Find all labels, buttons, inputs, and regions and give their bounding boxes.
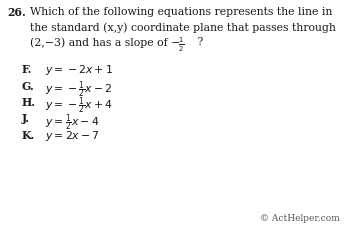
Text: $y = -\frac{1}{2}x + 4$: $y = -\frac{1}{2}x + 4$	[45, 96, 113, 117]
Text: (2,−3) and has a slope of −: (2,−3) and has a slope of −	[30, 37, 180, 48]
Text: Which of the following equations represents the line in: Which of the following equations represe…	[30, 7, 332, 17]
Text: J.: J.	[22, 113, 30, 125]
Text: $\frac{1}{2}$: $\frac{1}{2}$	[178, 36, 184, 54]
Text: $y = -2x + 1$: $y = -2x + 1$	[45, 63, 113, 77]
Text: $y = \frac{1}{2}x - 4$: $y = \frac{1}{2}x - 4$	[45, 112, 99, 134]
Text: F.: F.	[22, 64, 32, 75]
Text: © ActHelper.com: © ActHelper.com	[260, 214, 340, 223]
Text: the standard (x,y) coordinate plane that passes through: the standard (x,y) coordinate plane that…	[30, 22, 336, 33]
Text: K.: K.	[22, 130, 35, 141]
Text: G.: G.	[22, 80, 35, 91]
Text: $y = 2x - 7$: $y = 2x - 7$	[45, 129, 100, 143]
Text: H.: H.	[22, 97, 36, 108]
Text: ?: ?	[194, 37, 203, 47]
Text: $y = -\frac{1}{2}x - 2$: $y = -\frac{1}{2}x - 2$	[45, 79, 112, 101]
Text: 26.: 26.	[7, 7, 26, 18]
